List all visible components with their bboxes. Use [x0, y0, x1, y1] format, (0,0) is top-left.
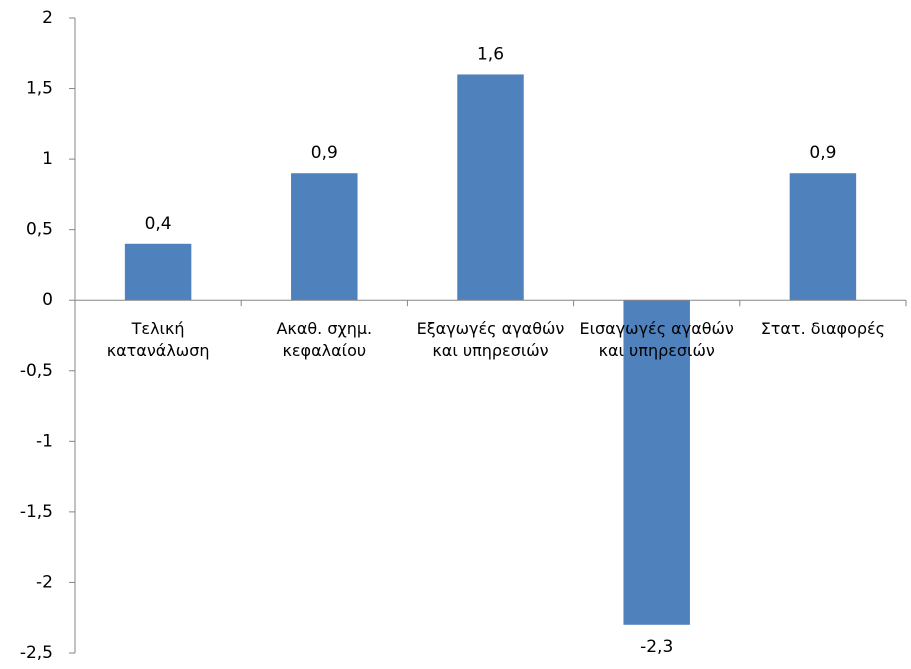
- y-tick-label: -2,5: [20, 643, 53, 663]
- value-label: 1,6: [477, 44, 504, 64]
- y-tick-label: 1: [42, 149, 53, 169]
- x-tick-label: Εισαγωγές αγαθών και υπηρεσιών: [579, 319, 734, 360]
- x-tick-label: Εξαγωγές αγαθών και υπηρεσιών: [416, 319, 565, 360]
- value-label: 0,9: [311, 143, 338, 163]
- y-tick-label: 0,5: [26, 220, 53, 240]
- value-label: -2,3: [640, 637, 673, 657]
- y-tick-label: 2: [42, 8, 53, 28]
- y-tick-label: -2: [36, 572, 53, 592]
- y-tick-label: -1,5: [20, 502, 53, 522]
- bar: [457, 74, 524, 301]
- bar: [124, 243, 192, 301]
- y-tick-label: -1: [36, 431, 53, 451]
- bar: [291, 173, 358, 301]
- value-label: 0,9: [809, 143, 836, 163]
- y-tick-label: 1,5: [26, 79, 53, 99]
- bar: [789, 173, 857, 301]
- value-label: 0,4: [145, 214, 172, 234]
- bar: [623, 300, 690, 625]
- x-tick-label: Ακαθ. σχημ. κεφαλαίου: [276, 319, 373, 360]
- y-tick-label: -0,5: [20, 361, 53, 381]
- x-tick-label: Στατ. διαφορές: [760, 319, 886, 339]
- y-tick-label: 0: [42, 290, 53, 310]
- x-tick-label: Τελική κατανάλωση: [106, 319, 210, 360]
